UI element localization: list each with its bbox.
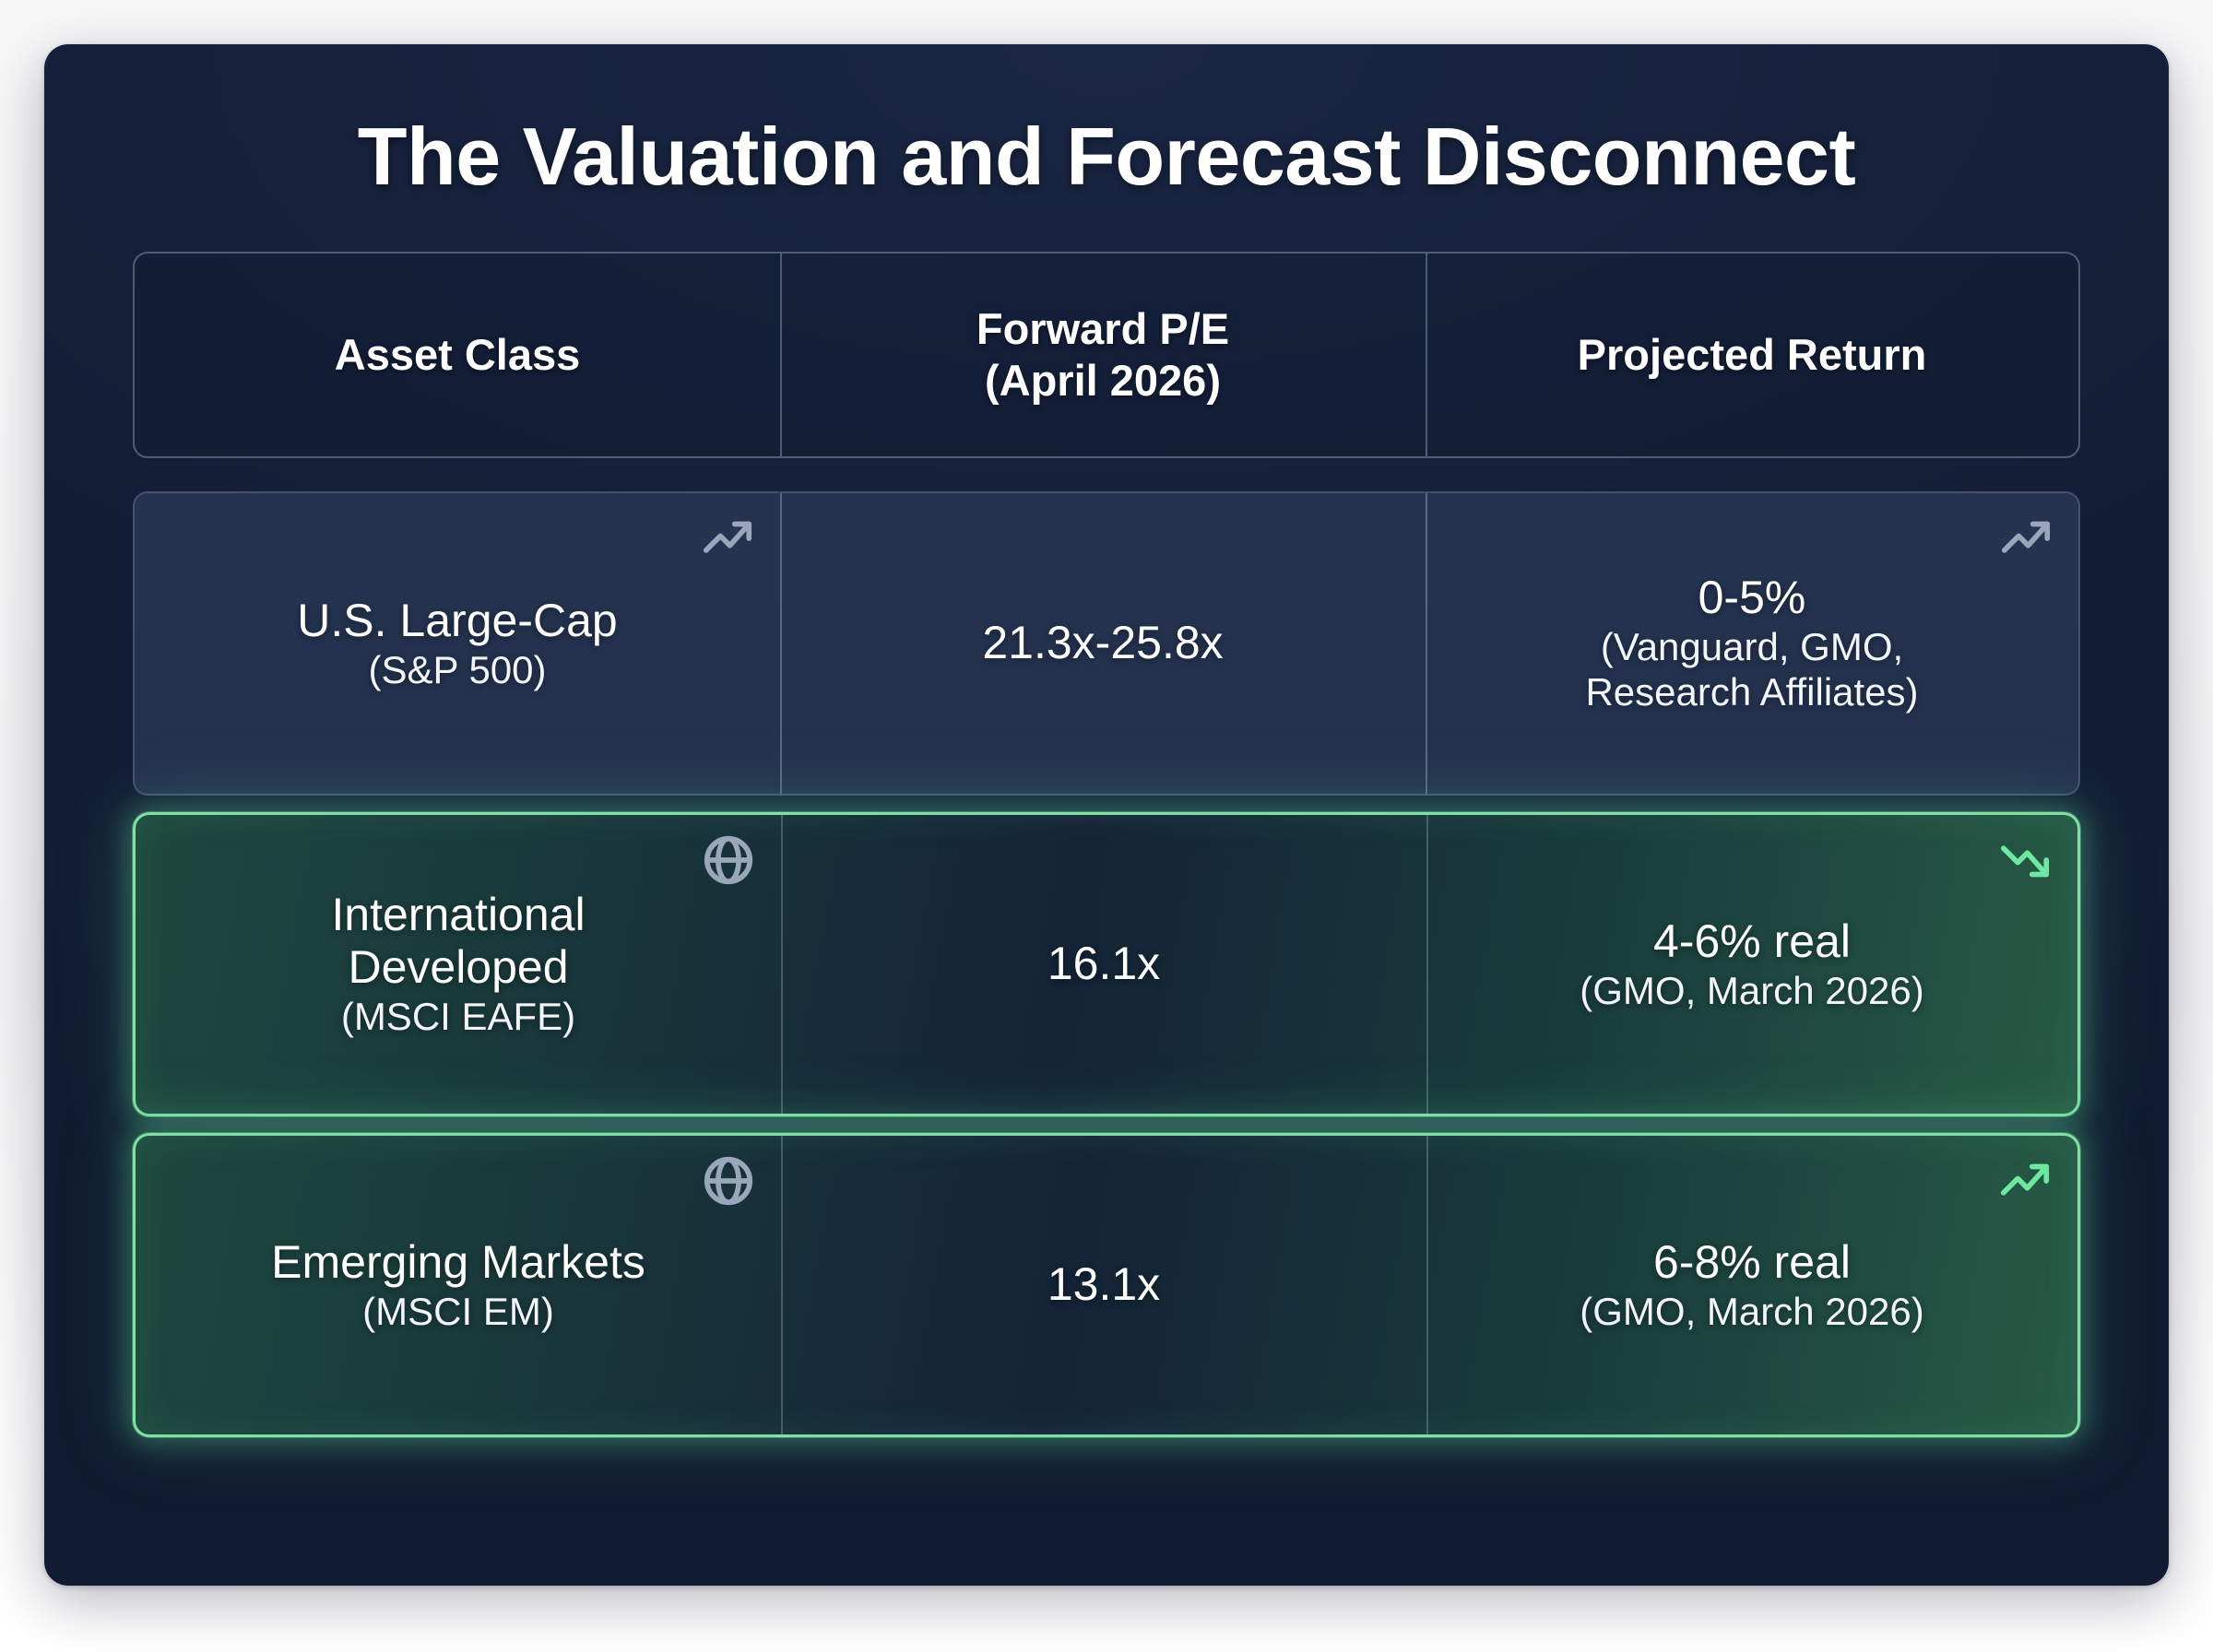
projected-return-value: 0-5% [1698, 571, 1806, 623]
table-body: U.S. Large-Cap (S&P 500) 21.3x-25.8x 0-5% (V… [133, 475, 2080, 1437]
asset-name: Developed [348, 941, 569, 994]
table-header-row: Asset Class Forward P/E (April 2026) Pro… [133, 251, 2080, 458]
trending-up-icon [1997, 510, 2054, 567]
infographic-card: The Valuation and Forecast Disconnect As… [44, 44, 2169, 1586]
globe-icon [700, 832, 757, 889]
header-cell-forward-pe: Forward P/E (April 2026) [780, 253, 1426, 456]
forward-pe-value: 13.1x [1047, 1258, 1161, 1311]
asset-name: U.S. Large-Cap [297, 594, 618, 646]
header-cell-projected-return: Projected Return [1426, 253, 2078, 456]
comparison-table: Asset Class Forward P/E (April 2026) Pro… [133, 251, 2080, 1437]
asset-name: Emerging Markets [271, 1235, 645, 1288]
cell-asset-class: Emerging Markets (MSCI EM) [136, 1136, 781, 1434]
asset-name: International [331, 889, 586, 941]
table-row[interactable]: U.S. Large-Cap (S&P 500) 21.3x-25.8x 0-5% (V… [133, 490, 2080, 796]
projected-return-value: 6-8% real [1653, 1235, 1851, 1288]
asset-index: (MSCI EAFE) [340, 995, 576, 1039]
cell-asset-class: U.S. Large-Cap (S&P 500) [135, 493, 780, 794]
projected-return-sources: (GMO, March 2026) [1580, 968, 1924, 1012]
table-row[interactable]: International Developed (MSCI EAFE) 16.1x 4-… [133, 811, 2080, 1116]
globe-icon [700, 1152, 757, 1210]
projected-return-sources: Research Affiliates) [1585, 670, 1919, 714]
projected-return-value: 4-6% real [1653, 914, 1851, 967]
table-row[interactable]: Emerging Markets (MSCI EM) 13.1x 6-8% real(… [133, 1132, 2080, 1437]
projected-return-sources: (GMO, March 2026) [1580, 1289, 1924, 1333]
cell-forward-pe: 13.1x [781, 1135, 1426, 1434]
cell-projected-return: 6-8% real (GMO, March 2026) [1426, 1135, 2077, 1434]
cell-forward-pe: 21.3x-25.8x [780, 492, 1426, 794]
header-label-forward-pe: Forward P/E [976, 304, 1230, 354]
trending-down-icon [1996, 832, 2053, 889]
asset-index: (S&P 500) [368, 647, 547, 691]
header-label-projected-return: Projected Return [1577, 330, 1927, 380]
cell-projected-return: 0-5% (Vanguard, GMO, Research Affiliates) [1426, 492, 2078, 794]
page-title: The Valuation and Forecast Disconnect [357, 111, 1856, 202]
cell-projected-return: 4-6% real (GMO, March 2026) [1426, 814, 2077, 1114]
header-label-asset-class: Asset Class [334, 330, 581, 380]
projected-return-sources: (Vanguard, GMO, [1600, 624, 1904, 668]
cell-forward-pe: 16.1x [781, 814, 1426, 1114]
header-cell-asset-class: Asset Class [135, 254, 780, 456]
cell-asset-class: International Developed (MSCI EAFE) [136, 815, 781, 1114]
forward-pe-value: 16.1x [1047, 938, 1161, 990]
trending-up-icon [699, 510, 756, 567]
header-label-forward-pe-date: (April 2026) [985, 355, 1221, 405]
forward-pe-value: 21.3x-25.8x [982, 617, 1224, 669]
asset-index: (MSCI EM) [362, 1289, 554, 1333]
trending-up-icon [1996, 1152, 2053, 1210]
